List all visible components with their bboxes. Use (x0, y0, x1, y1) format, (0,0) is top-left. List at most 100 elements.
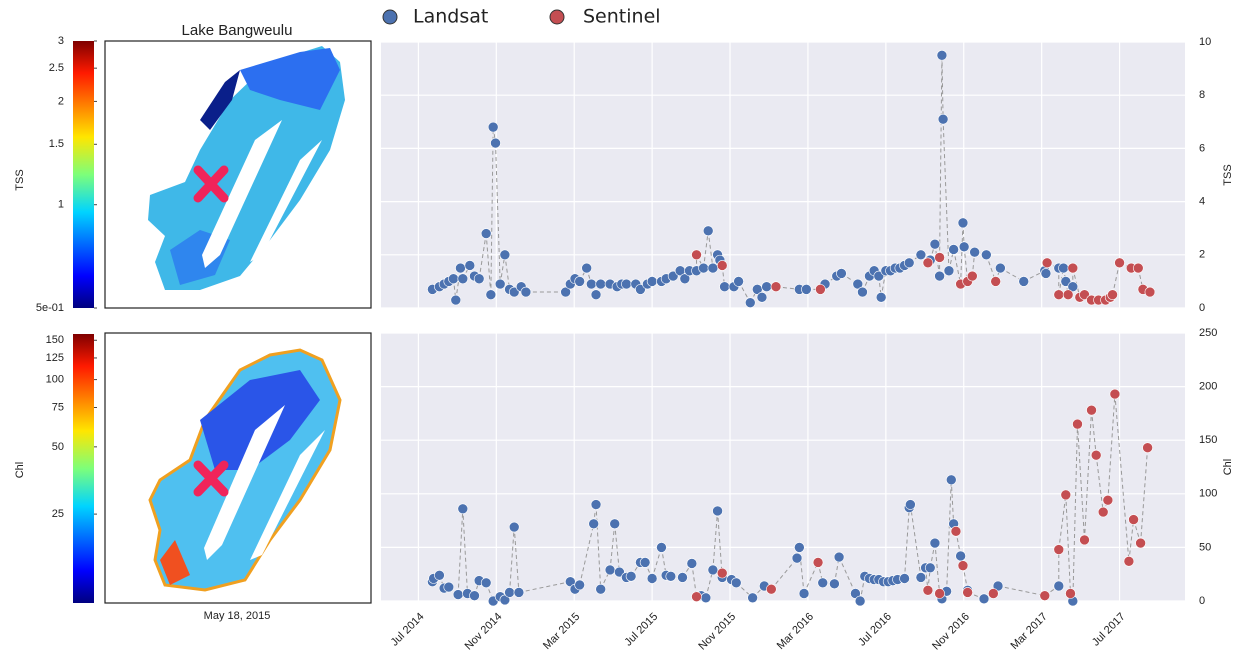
point (586, 279, 596, 289)
point (959, 242, 969, 252)
legend-marker (550, 10, 564, 24)
y-tick-label: 0 (1199, 595, 1205, 607)
colorbar-tick-label: 100 (46, 374, 64, 386)
point (904, 258, 914, 268)
point (748, 593, 758, 603)
point (946, 475, 956, 485)
point (1061, 490, 1071, 500)
point (1072, 419, 1082, 429)
point (656, 542, 666, 552)
point (799, 588, 809, 598)
point (495, 279, 505, 289)
point (734, 276, 744, 286)
point (916, 250, 926, 260)
point (640, 557, 650, 567)
colorbar-tick-label: 2.5 (49, 62, 64, 74)
point (958, 561, 968, 571)
point (923, 585, 933, 595)
point (949, 244, 959, 254)
point (1063, 290, 1073, 300)
point (481, 229, 491, 239)
point (610, 519, 620, 529)
x-tick-label: Mar 2016 (775, 611, 816, 652)
x-tick-label: Jul 2015 (622, 611, 660, 649)
map-tss (105, 41, 371, 308)
point (720, 282, 730, 292)
point (829, 579, 839, 589)
point (481, 578, 491, 588)
point (801, 284, 811, 294)
point (1068, 263, 1078, 273)
point (937, 50, 947, 60)
point (818, 578, 828, 588)
point (1054, 290, 1064, 300)
point (521, 287, 531, 297)
point (876, 292, 886, 302)
point (703, 226, 713, 236)
point (434, 570, 444, 580)
figure: Landsat Sentinel Lake Bangweulu May 18, … (0, 0, 1244, 657)
point (509, 522, 519, 532)
point (762, 282, 772, 292)
point (905, 500, 915, 510)
point (451, 295, 461, 305)
point (692, 592, 702, 602)
point (1042, 258, 1052, 268)
point (1124, 556, 1134, 566)
y-tick-label: 10 (1199, 36, 1211, 48)
point (935, 252, 945, 262)
point (505, 587, 515, 597)
point (469, 591, 479, 601)
y-tick-label: 6 (1199, 142, 1205, 154)
point (486, 290, 496, 300)
point (701, 593, 711, 603)
x-tick-label: Nov 2015 (696, 611, 738, 653)
point (930, 538, 940, 548)
point (900, 573, 910, 583)
map-title: Lake Bangweulu (182, 22, 293, 39)
legend-marker (383, 10, 397, 24)
point (699, 263, 709, 273)
point (575, 276, 585, 286)
point (453, 590, 463, 600)
point (647, 276, 657, 286)
point (813, 557, 823, 567)
point (958, 218, 968, 228)
x-tick-label: Jul 2017 (1090, 611, 1128, 649)
point (1110, 389, 1120, 399)
point (589, 519, 599, 529)
point (794, 542, 804, 552)
x-tick-label: Nov 2016 (930, 611, 972, 653)
point (500, 250, 510, 260)
colorbar-tick-label: 3 (58, 35, 64, 47)
map-date: May 18, 2015 (204, 610, 271, 622)
point (815, 284, 825, 294)
y-tick-label: 0 (1199, 302, 1205, 314)
point (708, 565, 718, 575)
point (979, 594, 989, 604)
point (666, 571, 676, 581)
point (991, 276, 1001, 286)
point (1143, 443, 1153, 453)
colorbar-label: Chl (14, 462, 26, 479)
point (963, 587, 973, 597)
point (1091, 450, 1101, 460)
point (1058, 263, 1068, 273)
point (474, 274, 484, 284)
y-tick-label: 8 (1199, 89, 1205, 101)
point (717, 260, 727, 270)
point (1065, 588, 1075, 598)
point (938, 114, 948, 124)
point (925, 563, 935, 573)
colorbar-tick-label: 2 (58, 95, 64, 107)
point (981, 250, 991, 260)
point (708, 263, 718, 273)
colorbar-tick-label: 125 (46, 352, 64, 364)
point (1115, 258, 1125, 268)
y-tick-label: 250 (1199, 327, 1217, 339)
point (944, 266, 954, 276)
point (591, 500, 601, 510)
point (967, 271, 977, 281)
point (713, 506, 723, 516)
point (935, 588, 945, 598)
